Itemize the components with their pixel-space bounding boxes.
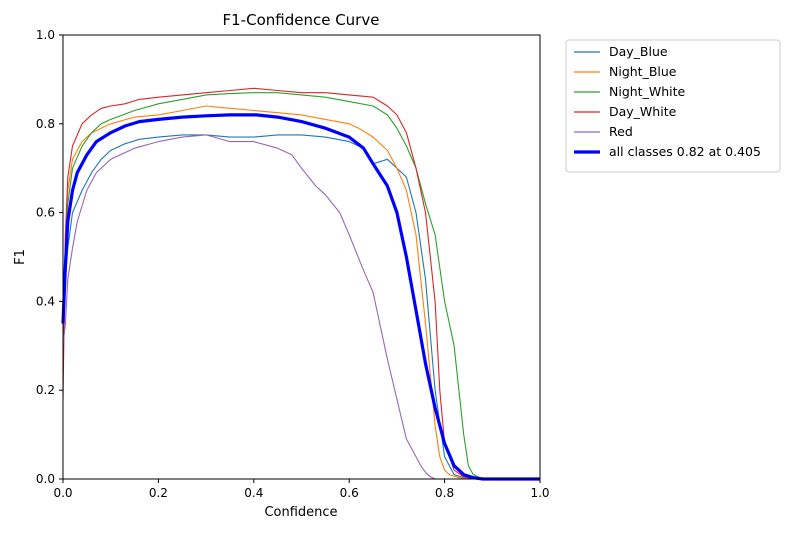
legend-box xyxy=(565,39,781,173)
x-tick-label: 0.4 xyxy=(244,486,263,500)
axes-frame xyxy=(62,34,541,480)
series-line-1 xyxy=(62,105,540,480)
y-tick-label: 0.8 xyxy=(36,117,55,131)
series-line-0 xyxy=(62,134,540,480)
legend-label-0: Day_Blue xyxy=(609,44,668,59)
y-tick-label: 0.6 xyxy=(36,206,55,220)
chart-title: F1-Confidence Curve xyxy=(223,11,380,29)
legend: Day_Blue Night_Blue Night_White Day_White Re… xyxy=(565,39,781,173)
legend-label-2: Night_White xyxy=(609,84,685,99)
x-tick-label: 0.0 xyxy=(53,486,72,500)
legend-label-3: Day_White xyxy=(609,104,677,119)
x-tick-label: 0.6 xyxy=(340,486,359,500)
y-tick-label: 1.0 xyxy=(36,28,55,42)
series-line-5 xyxy=(61,113,540,481)
y-tick-label: 0.0 xyxy=(36,472,55,486)
x-tick-label: 1.0 xyxy=(530,486,549,500)
y-tick-label: 0.4 xyxy=(36,294,55,308)
series-line-2 xyxy=(62,92,540,480)
series-line-4 xyxy=(62,134,540,480)
legend-label-4: Red xyxy=(609,124,633,139)
legend-label-5: all classes 0.82 at 0.405 xyxy=(609,144,761,159)
series-line-3 xyxy=(62,87,540,480)
legend-label-1: Night_Blue xyxy=(609,64,677,79)
x-axis-label: Confidence xyxy=(264,505,337,520)
x-tick-label: 0.8 xyxy=(435,486,454,500)
y-tick-label: 0.2 xyxy=(36,383,55,397)
plot-area xyxy=(61,87,540,481)
axes: 0.0 0.2 0.4 0.6 0.8 1.0 0.0 0.2 0.4 0.6 0.8 1.0 xyxy=(36,28,550,500)
x-tick-label: 0.2 xyxy=(149,486,168,500)
y-axis-label: F1 xyxy=(13,249,28,265)
